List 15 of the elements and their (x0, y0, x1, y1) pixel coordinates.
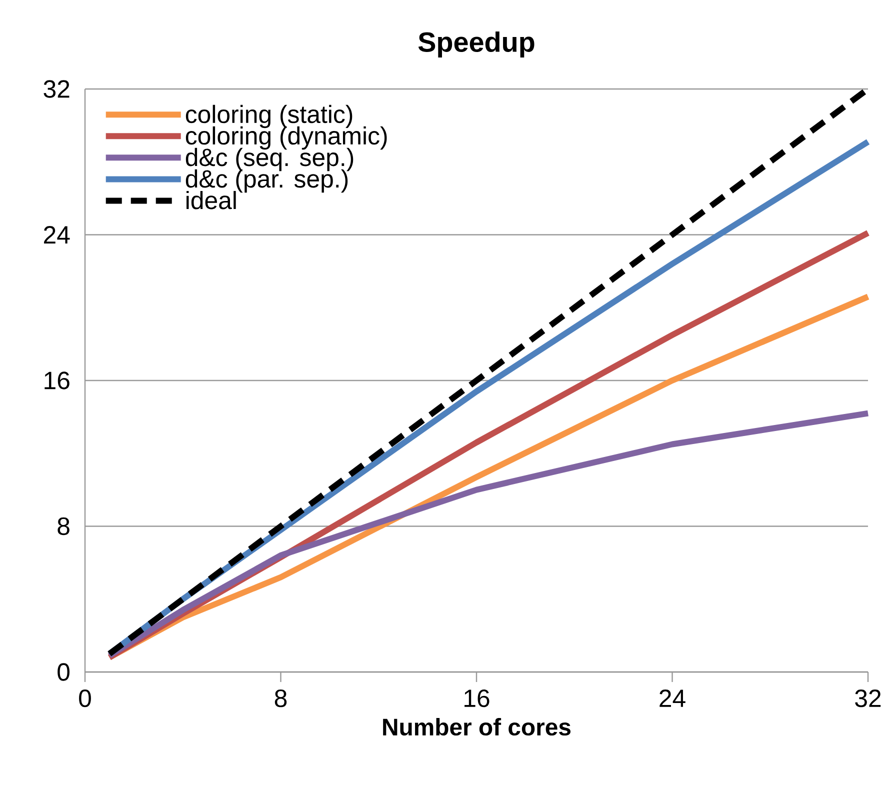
x-tick-label: 8 (274, 690, 287, 708)
legend-label: coloring (dynamic) (186, 126, 387, 150)
y-tick-label: 8 (58, 517, 70, 536)
chart-title: Speedup (418, 32, 534, 58)
x-tick-label: 16 (464, 690, 490, 708)
y-tick-label: 24 (44, 226, 70, 244)
y-tick-label: 0 (58, 663, 70, 681)
x-axis-title: Number of cores (383, 718, 570, 736)
legend-label: coloring (static) (186, 104, 352, 128)
x-tick-label: 0 (79, 690, 91, 708)
y-tick-label: 16 (44, 372, 70, 390)
x-tick-label: 32 (855, 690, 881, 708)
y-tick-label: 32 (44, 80, 70, 98)
legend-label: ideal (186, 190, 236, 210)
x-tick-label: 24 (660, 690, 686, 707)
